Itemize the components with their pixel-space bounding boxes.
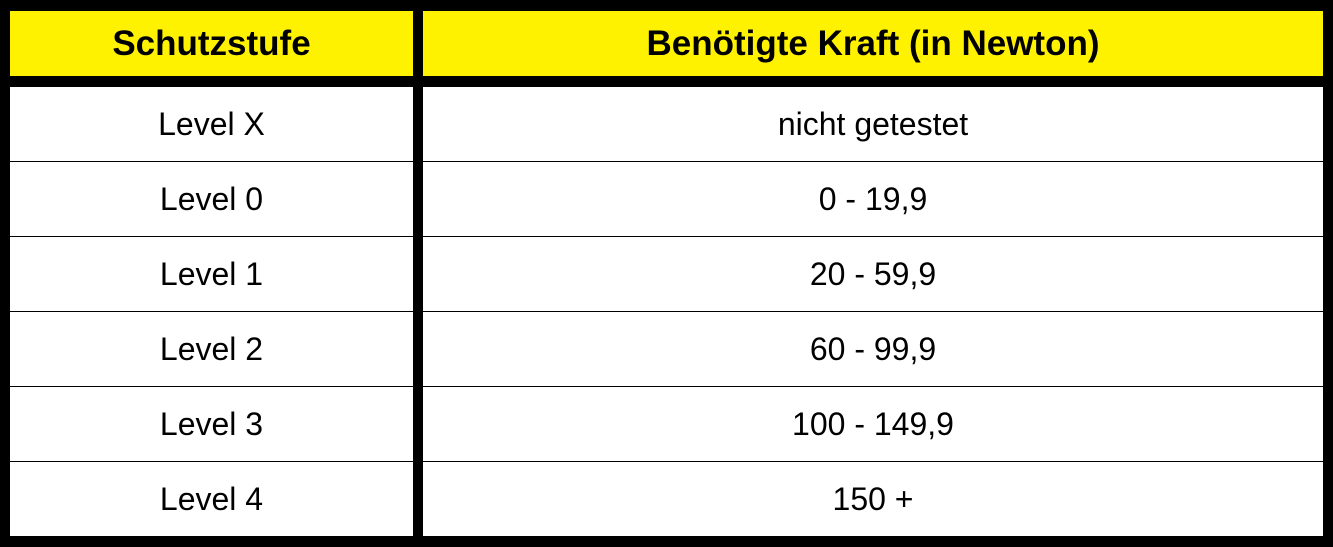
force-cell: 0 - 19,9 bbox=[423, 162, 1323, 236]
force-cell: nicht getestet bbox=[423, 87, 1323, 161]
level-cell: Level 4 bbox=[10, 462, 413, 536]
level-cell: Level 2 bbox=[10, 312, 413, 386]
level-cell: Level 0 bbox=[10, 162, 413, 236]
header-protection-level: Schutzstufe bbox=[10, 11, 413, 76]
level-cell: Level 1 bbox=[10, 237, 413, 311]
force-cell: 60 - 99,9 bbox=[423, 312, 1323, 386]
force-cell: 100 - 149,9 bbox=[423, 387, 1323, 461]
level-cell: Level 3 bbox=[10, 387, 413, 461]
force-cell: 150 + bbox=[423, 462, 1323, 536]
force-cell: 20 - 59,9 bbox=[423, 237, 1323, 311]
header-required-force: Benötigte Kraft (in Newton) bbox=[423, 11, 1323, 76]
level-cell: Level X bbox=[10, 87, 413, 161]
